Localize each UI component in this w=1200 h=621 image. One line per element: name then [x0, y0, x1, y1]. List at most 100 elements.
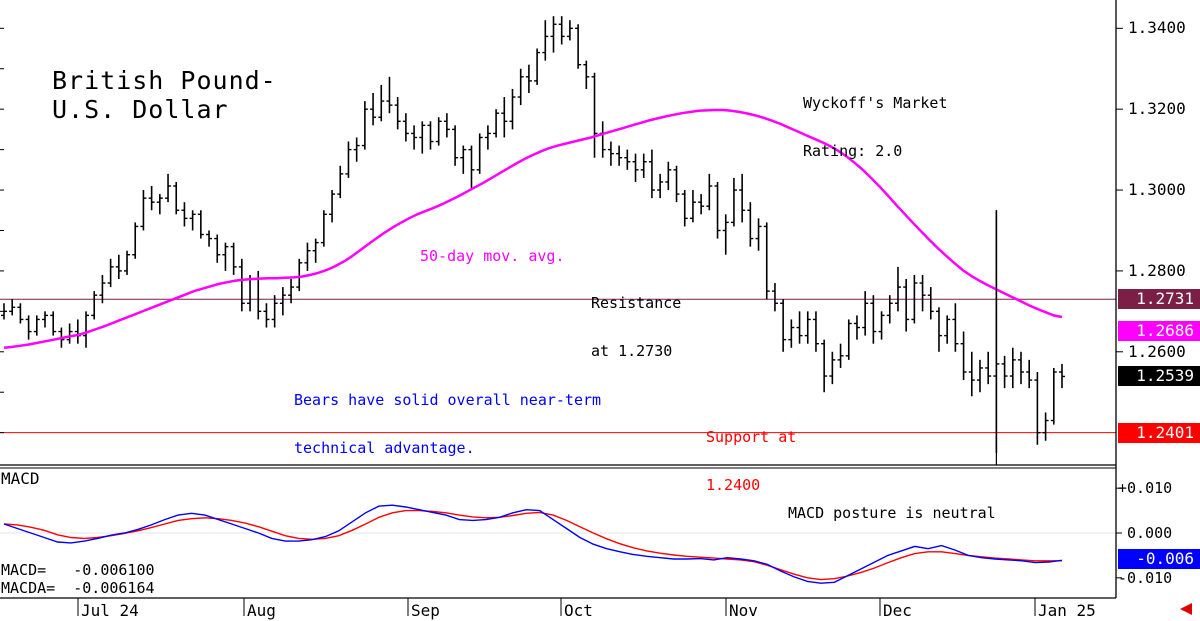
ohlc-bar	[271, 295, 278, 328]
ohlc-bar	[607, 141, 614, 166]
bears-line1: Bears have solid overall near-term	[294, 391, 602, 409]
ohlc-bar	[525, 64, 532, 93]
ohlc-bar	[361, 101, 368, 150]
ohlc-bar	[755, 218, 762, 251]
market-rating-line2: Rating: 2.0	[803, 142, 903, 160]
chart-title-line2: U.S. Dollar	[52, 95, 229, 124]
ohlc-bar	[1034, 372, 1041, 445]
ohlc-bar	[1009, 347, 1016, 389]
ohlc-bar	[140, 190, 147, 231]
ohlc-bar	[17, 303, 24, 324]
ohlc-bar	[230, 242, 237, 275]
ohlc-bar	[165, 173, 172, 203]
ohlc-bar	[796, 311, 803, 344]
ohlc-bar	[115, 254, 122, 279]
ohlc-bar	[862, 291, 869, 336]
ohlc-bar	[870, 295, 877, 344]
ohlc-bar	[903, 279, 910, 332]
ohlc-bar	[419, 121, 426, 154]
ohlc-bar	[968, 351, 975, 397]
support-annotation: Support at 1.2400	[706, 397, 796, 509]
ohlc-bar	[1026, 359, 1033, 389]
ohlc-bar	[583, 60, 590, 89]
ohlc-bar	[378, 84, 385, 122]
ohlc-bar	[788, 319, 795, 348]
ohlc-bar	[632, 153, 639, 182]
resistance-line2: at 1.2730	[591, 342, 673, 360]
ohlc-bar	[640, 153, 647, 178]
macd-line	[3, 504, 1063, 584]
ohlc-bar	[944, 315, 951, 344]
macd-tick-label: 0.000	[1127, 524, 1173, 542]
ohlc-bar	[845, 319, 852, 360]
date-tick-label: Oct	[564, 601, 593, 620]
ohlc-bar	[837, 343, 844, 368]
ohlc-bar	[911, 274, 918, 324]
ohlc-bar	[681, 190, 688, 227]
ohlc-bar	[763, 222, 770, 300]
ohlc-bar	[279, 287, 286, 316]
date-tick-label: Sep	[411, 601, 440, 620]
ohlc-bar	[222, 242, 229, 271]
ohlc-bar	[304, 242, 311, 271]
ohlc-bar	[812, 311, 819, 352]
ohlc-bar	[821, 339, 828, 393]
date-tick-label: Nov	[729, 601, 758, 620]
ohlc-bar	[747, 202, 754, 247]
chart-title-line1: British Pound-	[52, 66, 277, 95]
macd-label: MACD	[1, 469, 40, 488]
ma-label: 50-day mov. avg.	[420, 247, 565, 265]
ohlc-bar	[238, 258, 245, 312]
ohlc-bar	[263, 303, 270, 328]
price-tick-label: 1.3000	[1128, 180, 1186, 200]
ohlc-bar	[730, 177, 737, 227]
market-rating-line1: Wyckoff's Market	[803, 94, 948, 112]
ohlc-bar	[935, 307, 942, 352]
ohlc-bar	[509, 88, 516, 130]
ohlc-bar	[386, 76, 393, 114]
ohlc-bar	[33, 315, 40, 336]
ohlc-bar	[927, 287, 934, 320]
macd-tick-label: -0.010	[1118, 568, 1173, 587]
macd-readout: MACD= -0.006100	[1, 561, 155, 579]
price-tick-label: 1.2800	[1128, 260, 1186, 280]
date-tick-label: Aug	[247, 601, 276, 620]
ohlc-bar	[156, 194, 163, 215]
ohlc-bar	[550, 16, 557, 53]
macda-line	[3, 509, 1062, 581]
ohlc-bar	[337, 165, 344, 199]
ohlc-bar	[296, 258, 303, 292]
ohlc-bar	[132, 222, 139, 259]
price-tick-label: 1.2600	[1128, 341, 1186, 361]
ohlc-bar	[599, 121, 606, 158]
ohlc-bar	[1001, 355, 1008, 389]
ohlc-bar	[50, 311, 57, 336]
ohlc-bar	[394, 97, 401, 130]
ohlc-bar	[452, 125, 459, 166]
ohlc-bar	[985, 351, 992, 385]
ohlc-bar	[9, 299, 16, 316]
scroll-left-arrow-icon[interactable]	[1180, 603, 1192, 615]
macd-tick-label: +0.010	[1118, 479, 1173, 498]
ohlc-bar	[534, 48, 541, 85]
ohlc-bar	[722, 214, 729, 255]
ohlc-bar	[673, 165, 680, 203]
ohlc-bar	[919, 274, 926, 312]
ohlc-bar	[460, 145, 467, 174]
ohlc-bar	[829, 351, 836, 385]
ohlc-bar	[952, 303, 959, 352]
ohlc-bar	[698, 194, 705, 215]
ohlc-bar	[288, 279, 295, 304]
ohlc-bar	[706, 173, 713, 211]
macd-value-tag: -0.006	[1118, 549, 1200, 570]
ohlc-bar	[591, 72, 598, 158]
ohlc-bar	[960, 331, 967, 381]
ohlc-bar	[42, 311, 49, 328]
ohlc-bar	[771, 283, 778, 312]
ohlc-bar	[329, 190, 336, 223]
price-tick-label: 1.3200	[1128, 99, 1186, 119]
ohlc-bar	[665, 161, 672, 191]
ohlc-bar	[566, 20, 573, 41]
ohlc-bar	[886, 295, 893, 324]
date-tick-label: Jul 24	[81, 601, 139, 620]
